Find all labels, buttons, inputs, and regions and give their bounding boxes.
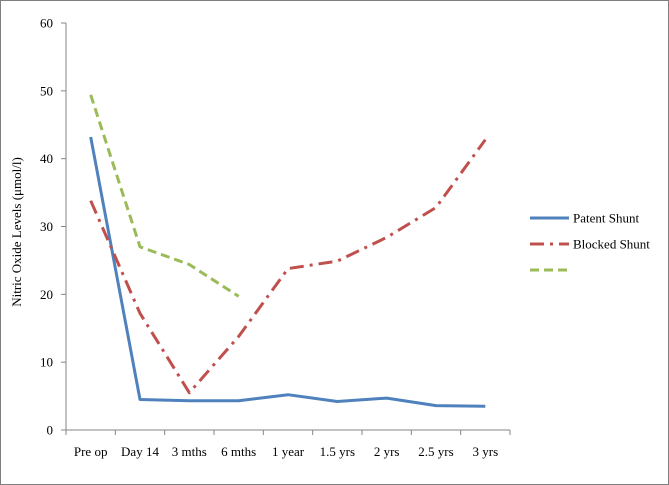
x-tick-label: Pre op <box>74 444 108 459</box>
y-tick-label: 0 <box>47 423 54 438</box>
legend-label-1: Patent Shunt <box>573 211 639 226</box>
series-line-1 <box>89 136 486 408</box>
y-axis-label: Nitric Oxide Levels (μmol/l) <box>9 157 24 307</box>
x-tick-label: 1.5 yrs <box>320 444 355 459</box>
x-tick-label: 1 year <box>272 444 305 459</box>
x-tick-label: Day 14 <box>121 444 159 459</box>
y-tick-label: 10 <box>40 355 53 370</box>
x-tick-label: 3 mths <box>172 444 207 459</box>
series-line-2 <box>89 138 487 395</box>
x-tick-label: 2.5 yrs <box>418 444 453 459</box>
x-tick-label: 6 mths <box>221 444 256 459</box>
x-tick-label: 2 yrs <box>374 444 400 459</box>
y-tick-label: 40 <box>40 151 53 166</box>
legend-label-2: Blocked Shunt <box>573 237 650 252</box>
y-tick-label: 30 <box>40 219 53 234</box>
x-tick-label: 3 yrs <box>473 444 499 459</box>
y-tick-label: 20 <box>40 287 53 302</box>
y-tick-label: 50 <box>40 83 53 98</box>
y-tick-label: 60 <box>40 16 53 31</box>
series-line-3 <box>89 94 240 298</box>
